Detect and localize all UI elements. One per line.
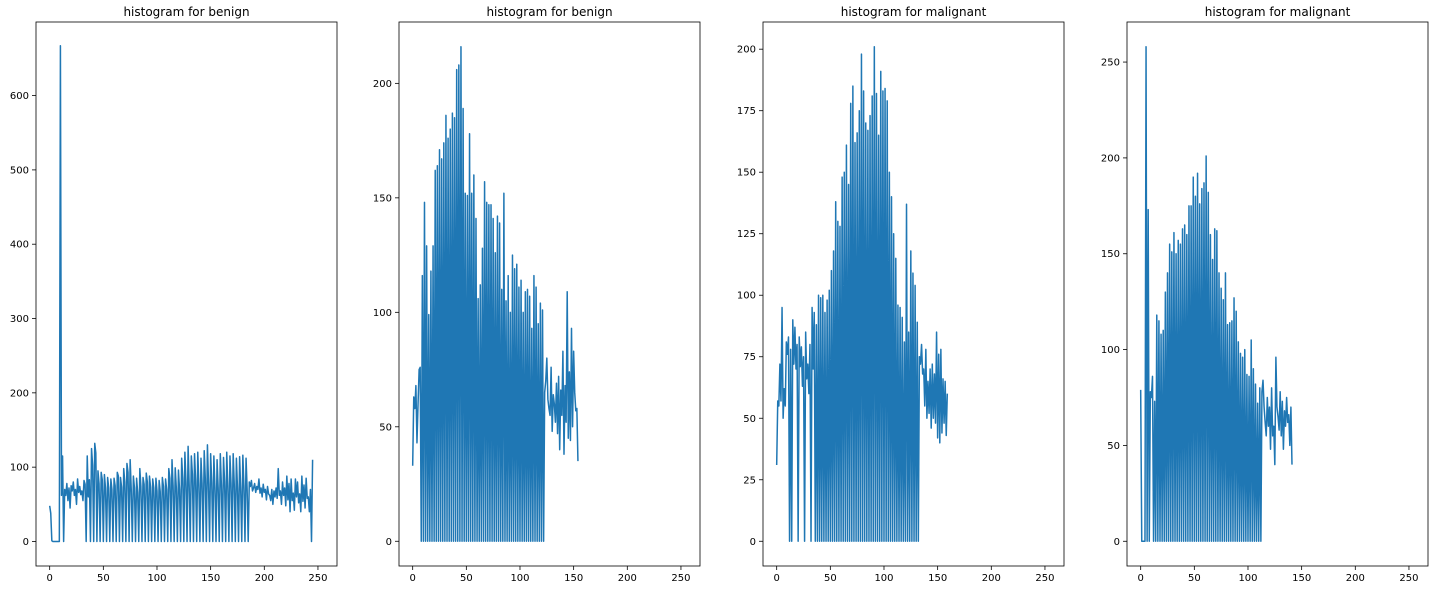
- y-tick-label: 400: [10, 240, 29, 251]
- y-tick-label: 25: [743, 475, 756, 486]
- x-tick-label: 150: [564, 573, 583, 584]
- y-tick-label: 200: [1101, 153, 1120, 164]
- histogram-line-2: [411, 45, 579, 543]
- x-tick-label: 200: [1346, 573, 1365, 584]
- y-tick-label: 125: [737, 229, 756, 240]
- x-tick-label: 150: [1292, 573, 1311, 584]
- benign-histogram-panel-1: histogram for benign 0 50 100 150 200 250 0 100…: [10, 5, 338, 584]
- y-tick-label: 150: [1101, 249, 1120, 260]
- panel-title-4: histogram for malignant: [1205, 5, 1351, 19]
- x-tick-label: 100: [1238, 573, 1257, 584]
- axes-frame-1: [35, 21, 338, 567]
- x-tick-label: 200: [618, 573, 637, 584]
- y-tick-label: 0: [386, 537, 392, 548]
- y-tick-label: 150: [737, 168, 756, 179]
- y-tick-label: 300: [10, 314, 29, 325]
- panel-title-3: histogram for malignant: [841, 5, 987, 19]
- y-tick-label: 50: [379, 422, 392, 433]
- histogram-line-3: [775, 45, 949, 543]
- y-tick-label: 100: [373, 308, 392, 319]
- x-tick-label: 100: [147, 573, 166, 584]
- y-tick-label: 500: [10, 165, 29, 176]
- y-tick-label: 200: [737, 45, 756, 56]
- x-tick-label: 250: [308, 573, 327, 584]
- y-tick-label: 0: [750, 537, 756, 548]
- axes-frame-4: [1126, 21, 1429, 567]
- y-tick-label: 250: [1101, 58, 1120, 69]
- x-tick-label: 250: [671, 573, 690, 584]
- x-tick-label: 250: [1035, 573, 1054, 584]
- y-tick-label: 0: [23, 537, 29, 548]
- y-tick-label: 100: [10, 463, 29, 474]
- y-tick-label: 50: [1107, 441, 1120, 452]
- panel-title-2: histogram for benign: [486, 5, 612, 19]
- y-tick-label: 600: [10, 91, 29, 102]
- y-tick-label: 100: [1101, 345, 1120, 356]
- x-tick-label: 150: [928, 573, 947, 584]
- y-tick-label: 150: [373, 193, 392, 204]
- x-tick-label: 0: [773, 573, 779, 584]
- x-tick-label: 0: [1137, 573, 1143, 584]
- x-tick-label: 150: [201, 573, 220, 584]
- x-tick-label: 0: [46, 573, 52, 584]
- y-tick-label: 175: [737, 106, 756, 117]
- x-tick-label: 50: [97, 573, 110, 584]
- axes-frame-3: [762, 21, 1065, 567]
- malignant-histogram-panel-2: histogram for malignant 0 50 100 150 200 250 0…: [1101, 5, 1429, 584]
- panel-title-1: histogram for benign: [123, 5, 249, 19]
- y-tick-label: 50: [743, 414, 756, 425]
- x-tick-label: 50: [460, 573, 473, 584]
- x-tick-label: 50: [1188, 573, 1201, 584]
- axes-frame-2: [398, 21, 701, 567]
- histogram-line-1: [48, 45, 314, 543]
- y-tick-label: 0: [1114, 537, 1120, 548]
- y-tick-label: 75: [743, 352, 756, 363]
- x-tick-label: 0: [409, 573, 415, 584]
- y-tick-label: 200: [373, 79, 392, 90]
- y-tick-label: 200: [10, 388, 29, 399]
- x-tick-label: 200: [982, 573, 1001, 584]
- x-tick-label: 50: [824, 573, 837, 584]
- x-tick-label: 100: [510, 573, 529, 584]
- benign-histogram-panel-2: histogram for benign 0 50 100 150 200 250 0 50 1…: [373, 5, 701, 584]
- x-tick-label: 200: [255, 573, 274, 584]
- histogram-line-4: [1139, 45, 1293, 543]
- x-tick-label: 100: [874, 573, 893, 584]
- x-tick-label: 250: [1399, 573, 1418, 584]
- malignant-histogram-panel-1: histogram for malignant 0 50 100 150 200 250 0…: [737, 5, 1065, 584]
- y-tick-label: 100: [737, 291, 756, 302]
